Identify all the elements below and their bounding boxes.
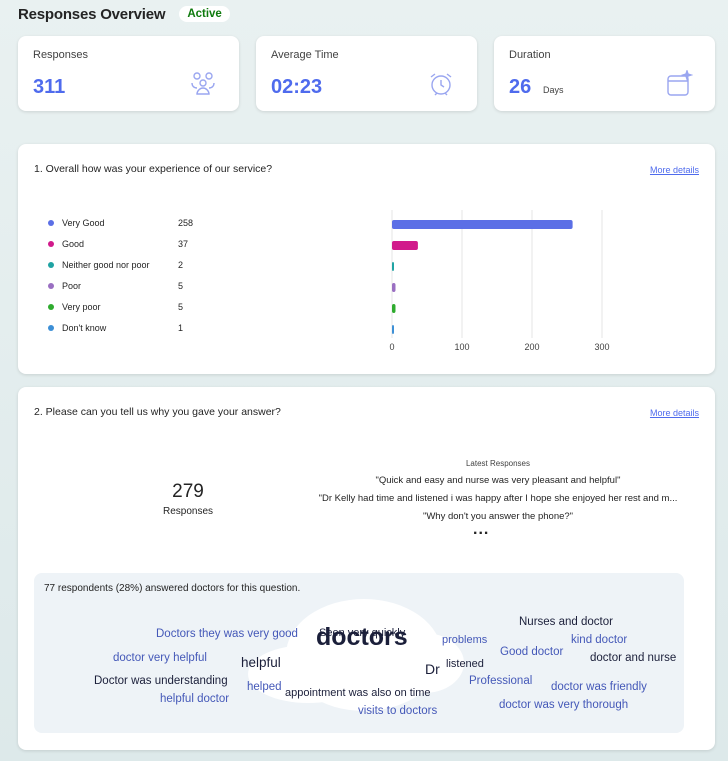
stat-label: Duration: [509, 49, 551, 61]
question-title: 2. Please can you tell us why you gave y…: [34, 406, 281, 418]
legend-dot-icon: [48, 283, 54, 289]
x-tick-label: 200: [524, 342, 539, 352]
word-cloud-term[interactable]: doctor very helpful: [113, 652, 207, 664]
legend-count: 1: [178, 323, 184, 333]
more-responses-indicator[interactable]: ...: [473, 521, 490, 538]
legend-label: Good: [62, 239, 85, 249]
word-cloud-term[interactable]: doctor and nurse: [590, 652, 677, 664]
legend-item: Very Good 258: [48, 217, 208, 229]
legend-count: 2: [178, 260, 184, 270]
word-cloud-term[interactable]: Seen very quickly: [319, 627, 406, 639]
status-badge: Active: [179, 6, 230, 22]
stat-value: 311: [33, 76, 66, 98]
legend-dot-icon: [48, 304, 54, 310]
legend-dot-icon: [48, 325, 54, 331]
x-tick-label: 0: [389, 342, 394, 352]
x-tick-label: 300: [594, 342, 609, 352]
word-cloud-term[interactable]: problems: [442, 634, 488, 646]
alarm-clock-icon: [430, 73, 452, 96]
legend-count: 5: [178, 281, 184, 291]
word-cloud-term[interactable]: helpful: [241, 655, 281, 670]
legend-count: 258: [178, 218, 194, 228]
legend-item: Don't know 1: [48, 322, 208, 334]
word-cloud-term[interactable]: doctors: [316, 623, 408, 651]
word-cloud-term[interactable]: kind doctor: [571, 634, 628, 646]
word-cloud-highlight: [384, 633, 464, 693]
word-cloud-highlight: [248, 645, 368, 703]
bar-very-poor[interactable]: [392, 304, 396, 313]
legend-label: Very poor: [62, 302, 101, 312]
calendar-sparkle-icon: [667, 70, 693, 96]
word-cloud-term[interactable]: visits to doctors: [358, 705, 438, 717]
legend-count: 37: [178, 239, 189, 249]
legend-item: Very poor 5: [48, 301, 208, 313]
word-cloud-summary: 77 respondents (28%) answered doctors fo…: [44, 583, 301, 594]
header: Responses Overview Active: [18, 4, 230, 24]
word-cloud-term[interactable]: Doctors they was very good: [156, 628, 298, 640]
bar-don-t-know[interactable]: [392, 325, 394, 334]
legend-label: Poor: [62, 281, 82, 291]
latest-responses-title: Latest Responses: [465, 459, 531, 468]
stat-card-responses: Responses 311: [18, 36, 239, 111]
legend-dot-icon: [48, 220, 54, 226]
stat-value: 26: [509, 76, 532, 98]
latest-response: "Why don't you answer the phone?": [422, 511, 574, 522]
question-1-card: 1. Overall how was your experience of ou…: [18, 144, 715, 374]
question-2-card: 2. Please can you tell us why you gave y…: [18, 387, 715, 750]
latest-response: "Quick and easy and nurse was very pleas…: [375, 475, 621, 486]
stat-card-duration: Duration 26 Days: [494, 36, 715, 111]
legend-label: Don't know: [62, 323, 107, 333]
word-cloud-term[interactable]: helpful doctor: [160, 693, 230, 705]
legend-item: Neither good nor poor 2: [48, 259, 208, 271]
stat-card-average-time: Average Time 02:23: [256, 36, 477, 111]
stat-label: Responses: [33, 49, 89, 61]
response-count: 279: [172, 481, 204, 502]
response-count-label: Responses: [162, 506, 214, 517]
word-cloud-term[interactable]: Good doctor: [500, 646, 564, 658]
word-cloud-term[interactable]: helped: [247, 681, 282, 693]
word-cloud-term[interactable]: Doctor was understanding: [94, 675, 228, 687]
people-group-icon: [191, 72, 215, 95]
more-details-link[interactable]: More details: [649, 408, 699, 418]
stat-unit: Days: [543, 85, 564, 95]
word-cloud-term[interactable]: listened: [446, 658, 484, 670]
stat-value: 02:23: [271, 76, 323, 98]
legend-item: Good 37: [48, 238, 208, 250]
response-bar-chart: 0 100 200 300: [389, 210, 610, 352]
legend-label: Very Good: [62, 218, 105, 228]
x-tick-label: 100: [454, 342, 469, 352]
word-cloud-panel: 77 respondents (28%) answered doctors fo…: [34, 573, 684, 733]
bar-very-good[interactable]: [392, 220, 573, 229]
word-cloud-term[interactable]: Dr: [425, 661, 440, 677]
stat-label: Average Time: [271, 49, 339, 61]
legend-dot-icon: [48, 262, 54, 268]
latest-response: "Dr Kelly had time and listened i was ha…: [318, 493, 678, 504]
question-title: 1. Overall how was your experience of ou…: [34, 163, 273, 175]
word-cloud-term[interactable]: appointment was also on time: [285, 687, 431, 699]
word-cloud-term[interactable]: Professional: [469, 675, 533, 687]
bar-neither-good-nor-poor[interactable]: [392, 262, 394, 271]
legend-count: 5: [178, 302, 184, 312]
legend-item: Poor 5: [48, 280, 208, 292]
more-details-link[interactable]: More details: [649, 165, 699, 175]
page-title: Responses Overview: [18, 5, 166, 23]
word-cloud-term[interactable]: doctor was friendly: [551, 681, 647, 693]
word-cloud-term[interactable]: Nurses and doctor: [519, 616, 613, 628]
word-cloud-term[interactable]: doctor was very thorough: [499, 699, 629, 711]
legend-dot-icon: [48, 241, 54, 247]
bar-poor[interactable]: [392, 283, 396, 292]
bar-good[interactable]: [392, 241, 418, 250]
legend-label: Neither good nor poor: [62, 260, 150, 270]
